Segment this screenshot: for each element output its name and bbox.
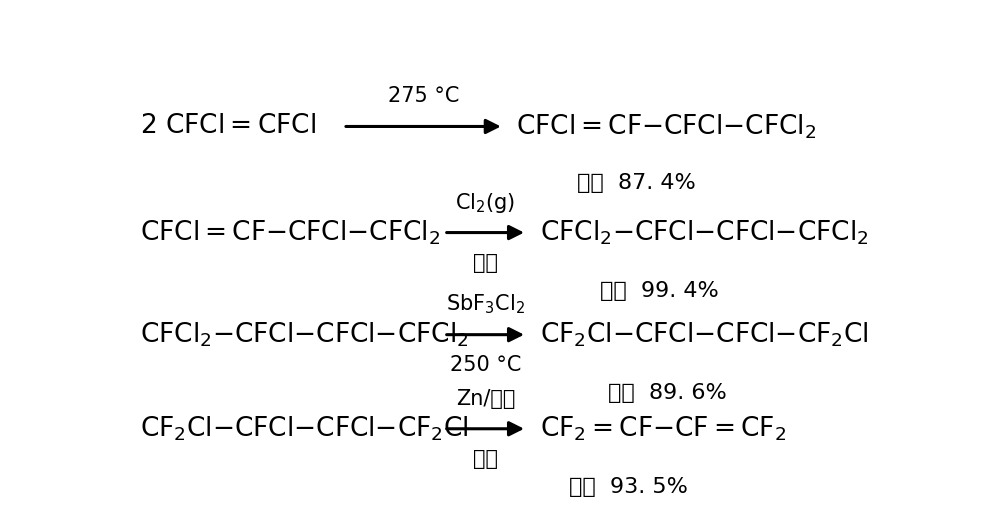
Text: Zn/乙醇: Zn/乙醇 bbox=[456, 389, 515, 409]
Text: 产率  99. 4%: 产率 99. 4% bbox=[600, 281, 719, 301]
Text: $\mathregular{CFCl{=}CF{-}CFCl{-}CFCl_2}$: $\mathregular{CFCl{=}CF{-}CFCl{-}CFCl_2}… bbox=[516, 112, 817, 141]
Text: $\mathregular{CFCl_2{-}CFCl{-}CFCl{-}CFCl_2}$: $\mathregular{CFCl_2{-}CFCl{-}CFCl{-}CFC… bbox=[540, 218, 868, 247]
Text: $\mathregular{SbF_3Cl_2}$: $\mathregular{SbF_3Cl_2}$ bbox=[446, 293, 525, 317]
Text: $\mathregular{CFCl{=}CF{-}CFCl{-}CFCl_2}$: $\mathregular{CFCl{=}CF{-}CFCl{-}CFCl_2}… bbox=[140, 218, 441, 247]
Text: $\mathregular{CF_2Cl{-}CFCl{-}CFCl{-}CF_2Cl}$: $\mathregular{CF_2Cl{-}CFCl{-}CFCl{-}CF_… bbox=[140, 414, 469, 443]
Text: 产率  93. 5%: 产率 93. 5% bbox=[569, 477, 688, 497]
Text: $\mathregular{CF_2{=}CF{-}CF{=}CF_2}$: $\mathregular{CF_2{=}CF{-}CF{=}CF_2}$ bbox=[540, 414, 786, 443]
Text: 250 °C: 250 °C bbox=[450, 355, 521, 375]
Text: 回流: 回流 bbox=[473, 449, 498, 469]
Text: $\mathregular{CF_2Cl{-}CFCl{-}CFCl{-}CF_2Cl}$: $\mathregular{CF_2Cl{-}CFCl{-}CFCl{-}CF_… bbox=[540, 320, 868, 349]
Text: 产率  87. 4%: 产率 87. 4% bbox=[577, 173, 696, 192]
Text: $\mathregular{CFCl_2{-}CFCl{-}CFCl{-}CFCl_2}$: $\mathregular{CFCl_2{-}CFCl{-}CFCl{-}CFC… bbox=[140, 320, 469, 349]
Text: 275 °C: 275 °C bbox=[388, 86, 459, 107]
Text: 产率  89. 6%: 产率 89. 6% bbox=[608, 383, 727, 402]
Text: $\mathregular{2\ CFCl{=}CFCl}$: $\mathregular{2\ CFCl{=}CFCl}$ bbox=[140, 113, 316, 139]
Text: $\mathregular{Cl_2(g)}$: $\mathregular{Cl_2(g)}$ bbox=[455, 190, 515, 215]
Text: 光照: 光照 bbox=[473, 253, 498, 272]
